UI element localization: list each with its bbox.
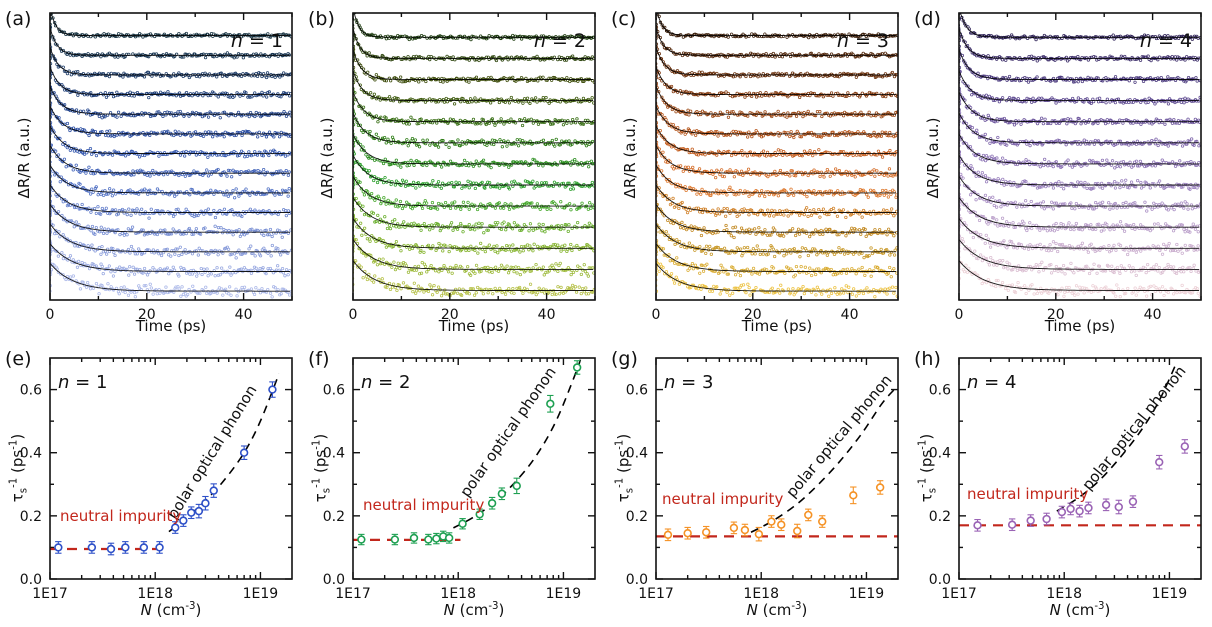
panel-letter-h: (h): [914, 348, 941, 370]
panel-f: 1E17 1E18 1E19 0.0 0.2 0.4 0.6 (f) n = 2 τs-1 …: [303, 340, 606, 627]
svg-text:0: 0: [652, 307, 661, 323]
y-axis-label: τs-1 (ps-1): [917, 433, 939, 503]
decay-plot-d: 0 20 40: [955, 12, 1202, 323]
svg-text:0: 0: [349, 307, 358, 323]
svg-text:1E19: 1E19: [849, 586, 885, 602]
x-axis-label: Time (ps): [1044, 317, 1116, 335]
svg-text:20: 20: [138, 307, 156, 323]
svg-text:1E17: 1E17: [32, 586, 68, 602]
panel-letter-e: (e): [5, 348, 32, 370]
panel-g: 1E17 1E18 1E19 0.0 0.2 0.4 0.6 (g) n = 3 τs-1 …: [606, 340, 909, 627]
svg-text:0.6: 0.6: [20, 383, 42, 399]
annotation-neutral-impurity: neutral impurity: [363, 496, 485, 514]
svg-text:1E17: 1E17: [335, 586, 371, 602]
decay-plot-a: 0 20 40: [46, 12, 293, 323]
y-axis-label: ΔR/R (a.u.): [621, 117, 639, 199]
x-axis-label: Time (ps): [741, 317, 813, 335]
y-axis-label: ΔR/R (a.u.): [924, 117, 942, 199]
svg-text:0.0: 0.0: [323, 572, 345, 588]
svg-text:1E18: 1E18: [137, 586, 173, 602]
y-axis-label: τs-1 (ps-1): [614, 433, 636, 503]
svg-text:0.2: 0.2: [626, 509, 648, 525]
x-axis-label: N (cm-3): [746, 601, 808, 619]
svg-text:0.6: 0.6: [323, 383, 345, 399]
svg-text:0.4: 0.4: [626, 446, 648, 462]
svg-text:1E19: 1E19: [243, 586, 279, 602]
panel-letter-c: (c): [611, 8, 637, 30]
panel-letter-d: (d): [914, 8, 941, 30]
panel-b: 0 20 40 (b) n = 2 ΔR/R (a.u.) Time (ps): [303, 0, 606, 340]
svg-text:1E18: 1E18: [1046, 586, 1082, 602]
series-label-n2: n = 2: [361, 372, 411, 393]
svg-text:0.0: 0.0: [626, 572, 648, 588]
svg-text:0.4: 0.4: [323, 446, 345, 462]
svg-text:20: 20: [744, 307, 762, 323]
svg-text:1E17: 1E17: [941, 586, 977, 602]
svg-text:0.0: 0.0: [929, 572, 951, 588]
svg-text:0.2: 0.2: [20, 509, 42, 525]
y-axis-label: τs-1 (ps-1): [8, 433, 30, 503]
svg-text:0.2: 0.2: [323, 509, 345, 525]
rate-plot-g: 1E17 1E18 1E19 0.0 0.2 0.4 0.6: [626, 357, 899, 602]
svg-text:0.6: 0.6: [626, 383, 648, 399]
svg-text:1E18: 1E18: [743, 586, 779, 602]
x-axis-label: Time (ps): [135, 317, 207, 335]
panel-d: 0 20 40 (d) n = 4 ΔR/R (a.u.) Time (ps): [909, 0, 1212, 340]
panel-letter-a: (a): [5, 8, 32, 30]
panel-e: 1E17 1E18 1E19 0.0 0.2 0.4 0.6 (e) n = 1 τs-1 …: [0, 340, 303, 627]
svg-text:1E19: 1E19: [1152, 586, 1188, 602]
svg-text:0: 0: [46, 307, 55, 323]
x-axis-label: N (cm-3): [443, 601, 505, 619]
series-label-n3: n = 3: [836, 30, 889, 52]
y-axis-label: ΔR/R (a.u.): [15, 117, 33, 199]
series-label-n1: n = 1: [230, 30, 283, 52]
svg-text:0.2: 0.2: [929, 509, 951, 525]
rate-plot-h: 1E17 1E18 1E19 0.0 0.2 0.4 0.6: [929, 357, 1202, 602]
annotation-neutral-impurity: neutral impurity: [662, 490, 784, 508]
svg-text:0.4: 0.4: [929, 446, 951, 462]
x-axis-label: N (cm-3): [1049, 601, 1111, 619]
panel-letter-b: (b): [308, 8, 335, 30]
svg-text:40: 40: [235, 307, 253, 323]
annotation-neutral-impurity: neutral impurity: [60, 507, 182, 525]
svg-text:40: 40: [538, 307, 556, 323]
svg-text:0.6: 0.6: [929, 383, 951, 399]
svg-text:20: 20: [441, 307, 459, 323]
svg-text:0.4: 0.4: [20, 446, 42, 462]
series-label-n3: n = 3: [664, 372, 714, 393]
panel-c: 0 20 40 (c) n = 3 ΔR/R (a.u.) Time (ps): [606, 0, 909, 340]
svg-text:1E17: 1E17: [638, 586, 674, 602]
panel-letter-f: (f): [308, 348, 330, 370]
panel-a: 0 20 40 (a) n = 1 ΔR/R (a.u.) Time (ps): [0, 0, 303, 340]
series-label-n4: n = 4: [1139, 30, 1192, 52]
svg-text:0.0: 0.0: [20, 572, 42, 588]
y-axis-label: τs-1 (ps-1): [311, 433, 333, 503]
rate-plot-f: 1E17 1E18 1E19 0.0 0.2 0.4 0.6: [323, 357, 596, 602]
svg-text:20: 20: [1047, 307, 1065, 323]
svg-text:40: 40: [1144, 307, 1162, 323]
svg-text:40: 40: [841, 307, 859, 323]
svg-text:0: 0: [955, 307, 964, 323]
x-axis-label: Time (ps): [438, 317, 510, 335]
decay-plot-c: 0 20 40: [652, 12, 899, 323]
y-axis-label: ΔR/R (a.u.): [318, 117, 336, 199]
annotation-neutral-impurity: neutral impurity: [967, 485, 1089, 503]
series-label-n2: n = 2: [533, 30, 586, 52]
svg-text:1E19: 1E19: [546, 586, 582, 602]
panel-h: 1E17 1E18 1E19 0.0 0.2 0.4 0.6 (h) n = 4 τs-1 …: [909, 340, 1212, 627]
series-label-n4: n = 4: [967, 372, 1017, 393]
svg-text:1E18: 1E18: [440, 586, 476, 602]
rate-plot-e: 1E17 1E18 1E19 0.0 0.2 0.4 0.6: [20, 357, 293, 602]
panel-letter-g: (g): [611, 348, 638, 370]
series-label-n1: n = 1: [58, 372, 108, 393]
x-axis-label: N (cm-3): [140, 601, 202, 619]
decay-plot-b: 0 20 40: [349, 12, 596, 323]
